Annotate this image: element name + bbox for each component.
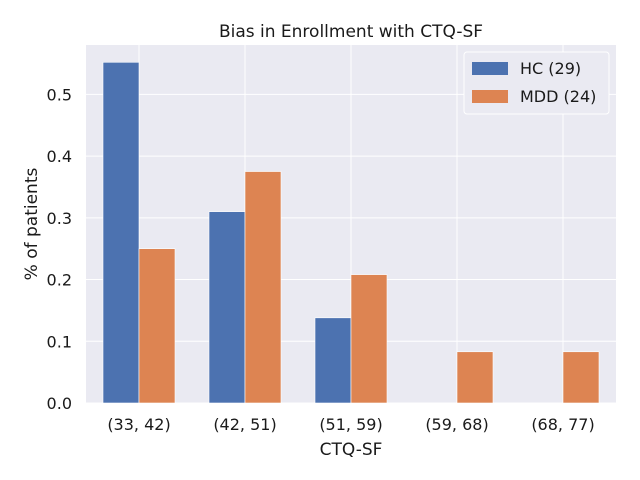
y-tick-label: 0.1 — [47, 332, 72, 351]
legend-label-mdd: MDD (24) — [520, 87, 596, 106]
legend-swatch-mdd — [472, 90, 508, 103]
bar-hc-0 — [102, 61, 140, 404]
legend: HC (29) MDD (24) — [463, 51, 610, 115]
bar-mdd-3 — [456, 351, 494, 404]
y-tick-label: 0.2 — [47, 271, 72, 290]
x-tick-label: (68, 77) — [531, 415, 594, 434]
bars — [102, 61, 600, 404]
x-tick-label: (59, 68) — [425, 415, 488, 434]
x-axis-label: CTQ-SF — [320, 440, 383, 460]
y-tick-labels: 0.0 0.1 0.2 0.3 0.4 0.5 — [47, 85, 72, 413]
x-tick-labels: (33, 42) (42, 51) (51, 59) (59, 68) (68, 77) — [107, 415, 594, 434]
y-tick-label: 0.4 — [47, 147, 72, 166]
x-tick-label: (42, 51) — [213, 415, 276, 434]
x-tick-label: (51, 59) — [319, 415, 382, 434]
legend-label-hc: HC (29) — [520, 59, 581, 78]
y-tick-label: 0.5 — [47, 85, 72, 104]
bar-mdd-4 — [562, 351, 600, 404]
y-axis-label: % of patients — [22, 168, 42, 281]
bar-hc-2 — [314, 317, 352, 404]
legend-swatch-hc — [472, 62, 508, 75]
bar-mdd-0 — [138, 248, 176, 404]
y-tick-label: 0.3 — [47, 209, 72, 228]
x-tick-label: (33, 42) — [107, 415, 170, 434]
bar-hc-1 — [208, 211, 246, 404]
chart-title: Bias in Enrollment with CTQ-SF — [219, 22, 483, 42]
bar-mdd-2 — [350, 274, 388, 404]
bar-mdd-1 — [244, 171, 282, 404]
y-tick-label: 0.0 — [47, 394, 72, 413]
